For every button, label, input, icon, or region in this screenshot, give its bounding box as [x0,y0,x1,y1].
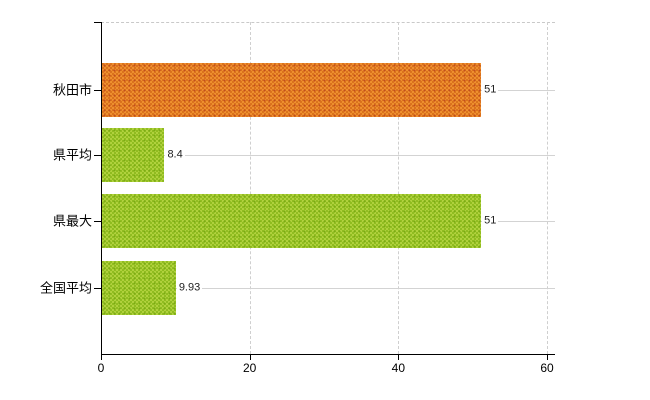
bar-value-label: 9.93 [176,281,203,294]
bar-全国平均 [102,260,176,315]
x-axis-tick [249,354,251,360]
y-axis-tick [94,221,101,222]
gridline-vertical [398,22,400,354]
x-tick-label: 60 [540,361,554,375]
bar-県平均 [102,128,165,182]
y-axis-tick [94,155,101,156]
x-axis-tick [398,354,400,360]
category-label: 県平均 [52,147,92,163]
bar-value-label: 51 [482,83,499,97]
gridline-horizontal [102,155,555,156]
y-axis-tick [94,22,101,23]
plot-area-top-border [101,22,555,23]
bar-県最大 [102,193,482,248]
gridline-vertical [547,22,548,354]
y-axis-tick [94,288,101,289]
x-axis-tick [101,354,102,360]
x-tick-label: 20 [242,361,257,375]
x-axis [101,354,555,355]
category-label: 秋田市 [52,82,92,98]
category-label: 全国平均 [39,280,92,295]
y-axis-tick [94,90,101,91]
x-axis-tick [547,354,548,360]
x-tick-label: 0 [97,361,105,375]
bar-value-label: 51 [482,214,499,227]
x-tick-label: 40 [391,361,405,375]
category-label: 県最大 [52,213,92,228]
y-axis [101,22,102,360]
bar-value-label: 8.4 [165,148,185,162]
gridline-vertical [249,22,251,354]
bar-秋田市 [102,63,482,117]
gridline-horizontal [102,287,555,289]
